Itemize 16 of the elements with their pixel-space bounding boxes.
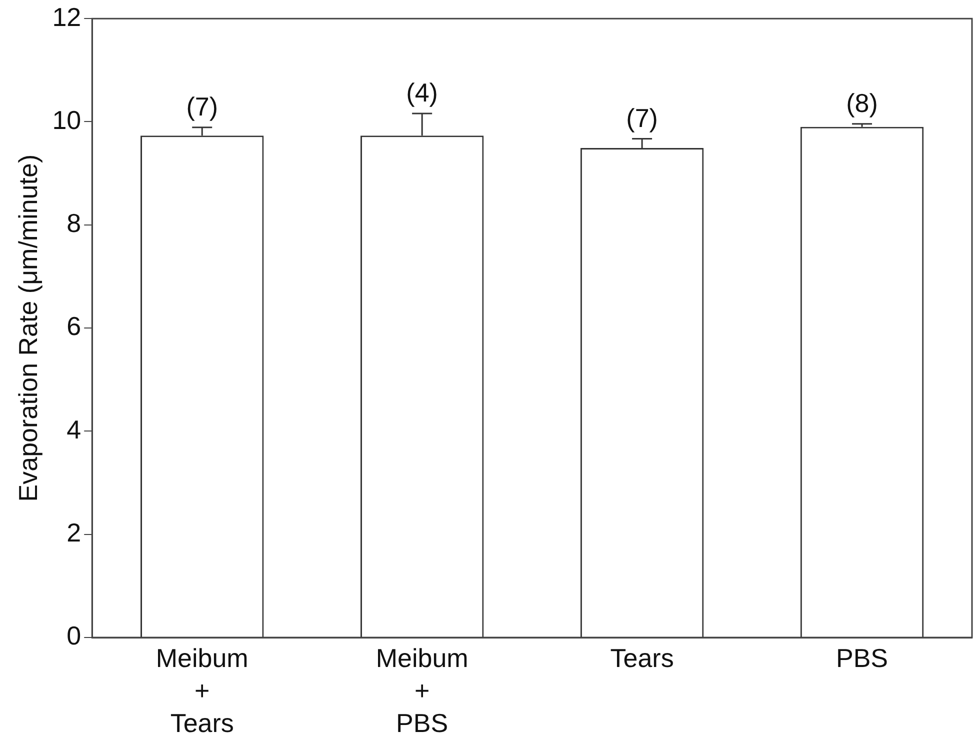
annotation: (8) bbox=[846, 88, 878, 118]
y-tick-label: 4 bbox=[66, 414, 82, 444]
x-tick-label: Meibum + Tears bbox=[156, 642, 248, 738]
annotation: (4) bbox=[406, 78, 438, 108]
y-axis-title: Evaporation Rate (μm/minute) bbox=[12, 154, 43, 502]
x-tick-label: Meibum + PBS bbox=[376, 642, 468, 738]
y-tick-label: 0 bbox=[66, 620, 82, 651]
y-tick-label: 12 bbox=[52, 2, 82, 32]
annotation: (7) bbox=[626, 102, 658, 133]
y-tick-label: 8 bbox=[66, 208, 82, 238]
y-tick-label: 2 bbox=[66, 518, 82, 548]
y-tick-label: 10 bbox=[52, 104, 82, 135]
annotation: (7) bbox=[186, 92, 218, 122]
y-tick-label: 6 bbox=[66, 311, 82, 342]
x-tick-label: PBS bbox=[836, 642, 888, 673]
x-tick-label: Tears bbox=[610, 642, 674, 673]
